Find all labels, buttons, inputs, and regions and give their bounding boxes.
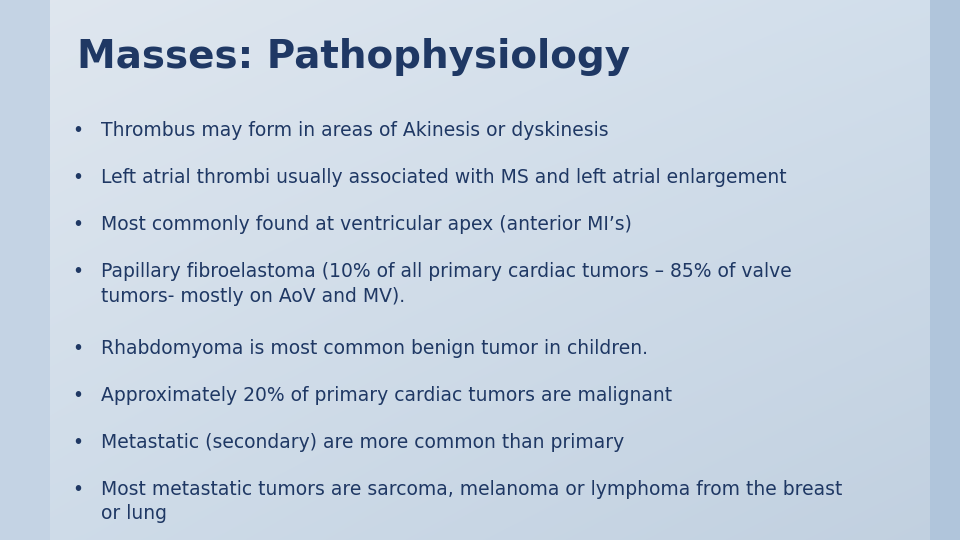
Text: •: • xyxy=(72,480,84,499)
Text: Thrombus may form in areas of Akinesis or dyskinesis: Thrombus may form in areas of Akinesis o… xyxy=(101,122,609,140)
Text: •: • xyxy=(72,262,84,281)
Text: •: • xyxy=(72,122,84,140)
Text: •: • xyxy=(72,339,84,358)
Text: Approximately 20% of primary cardiac tumors are malignant: Approximately 20% of primary cardiac tum… xyxy=(101,386,672,405)
Text: •: • xyxy=(72,215,84,234)
Text: Papillary fibroelastoma (10% of all primary cardiac tumors – 85% of valve
tumors: Papillary fibroelastoma (10% of all prim… xyxy=(101,262,792,306)
Text: Masses: Pathophysiology: Masses: Pathophysiology xyxy=(77,38,630,76)
Text: •: • xyxy=(72,168,84,187)
Text: Rhabdomyoma is most common benign tumor in children.: Rhabdomyoma is most common benign tumor … xyxy=(101,339,648,358)
Text: Metastatic (secondary) are more common than primary: Metastatic (secondary) are more common t… xyxy=(101,433,624,452)
Text: •: • xyxy=(72,386,84,405)
Text: •: • xyxy=(72,433,84,452)
Text: Most metastatic tumors are sarcoma, melanoma or lymphoma from the breast
or lung: Most metastatic tumors are sarcoma, mela… xyxy=(101,480,842,523)
Text: Most commonly found at ventricular apex (anterior MI’s): Most commonly found at ventricular apex … xyxy=(101,215,632,234)
Text: Left atrial thrombi usually associated with MS and left atrial enlargement: Left atrial thrombi usually associated w… xyxy=(101,168,786,187)
